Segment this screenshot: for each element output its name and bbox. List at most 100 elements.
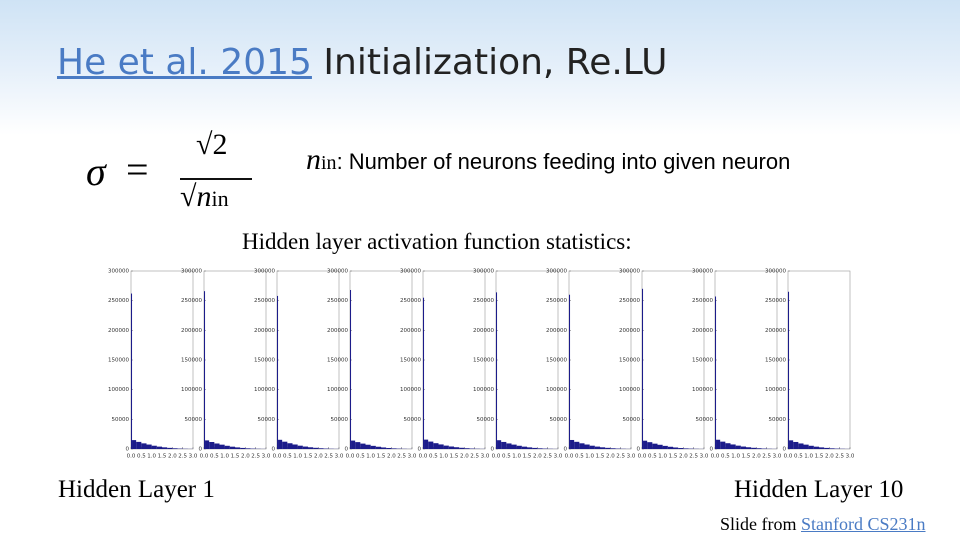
bar — [506, 443, 512, 449]
y-tick-label: 250000 — [619, 298, 640, 304]
bar — [370, 445, 376, 449]
x-tick-label: 3.0 — [262, 454, 271, 460]
plot-frame — [495, 270, 559, 450]
x-tick-label: 2.5 — [835, 454, 844, 460]
bar — [282, 441, 288, 449]
plot-frame — [787, 270, 851, 450]
bar — [610, 448, 616, 449]
bar — [589, 445, 595, 449]
x-tick-label: 1.5 — [450, 454, 459, 460]
bar — [287, 443, 293, 449]
bar — [240, 447, 246, 449]
y-tick-label: 250000 — [546, 298, 567, 304]
y-tick-label: 200000 — [473, 328, 494, 334]
x-tick-label: 0.0 — [638, 454, 647, 460]
y-tick-label: 0 — [637, 447, 641, 453]
y-tick-label: 0 — [710, 447, 714, 453]
x-tick-label: 1.0 — [220, 454, 229, 460]
x-tick-label: 0.0 — [346, 454, 355, 460]
x-tick-label: 2.0 — [533, 454, 542, 460]
bar — [423, 297, 425, 449]
y-tick-label: 0 — [272, 447, 276, 453]
y-tick-label: 300000 — [619, 269, 640, 275]
y-tick-label: 100000 — [181, 387, 202, 393]
last-label: Hidden Layer 10 — [734, 476, 904, 503]
credit-link[interactable]: Stanford CS231n — [801, 514, 926, 534]
x-tick-label: 0.5 — [283, 454, 292, 460]
y-tick-label: 300000 — [108, 269, 129, 275]
bar — [716, 439, 721, 449]
bar — [381, 447, 387, 449]
x-tick-label: 0.5 — [429, 454, 438, 460]
bar — [667, 446, 673, 449]
y-tick-label: 150000 — [546, 358, 567, 364]
y-tick-label: 50000 — [623, 417, 641, 423]
bar — [448, 446, 454, 449]
bar — [532, 447, 538, 449]
x-tick-label: 0.0 — [200, 454, 209, 460]
y-tick-label: 250000 — [254, 298, 275, 304]
bar — [673, 447, 679, 449]
y-tick-label: 250000 — [400, 298, 421, 304]
bar — [131, 293, 133, 449]
x-tick-label: 0.5 — [137, 454, 146, 460]
plot-frame — [568, 270, 632, 450]
bar — [360, 443, 366, 449]
y-tick-label: 0 — [491, 447, 495, 453]
x-tick-label: 1.0 — [439, 454, 448, 460]
y-tick-label: 50000 — [185, 417, 203, 423]
bar — [642, 288, 644, 449]
subtitle: Hidden layer activation function statist… — [242, 229, 632, 254]
bar — [496, 292, 498, 449]
y-tick-label: 250000 — [108, 298, 129, 304]
bar — [662, 445, 668, 449]
x-tick-label: 1.5 — [377, 454, 386, 460]
bar — [751, 447, 757, 449]
bar — [277, 295, 279, 449]
bar — [204, 291, 206, 449]
x-tick-label: 2.0 — [606, 454, 615, 460]
bar — [464, 448, 470, 449]
y-tick-label: 200000 — [108, 328, 129, 334]
x-tick-label: 2.0 — [679, 454, 688, 460]
y-tick-label: 0 — [418, 447, 422, 453]
y-tick-label: 150000 — [327, 358, 348, 364]
bar — [318, 448, 324, 449]
credit: Slide from Stanford CS231n — [720, 514, 926, 535]
y-tick-label: 300000 — [692, 269, 713, 275]
bar — [824, 447, 830, 449]
x-tick-label: 3.0 — [408, 454, 417, 460]
x-tick-label: 2.5 — [616, 454, 625, 460]
y-tick-label: 200000 — [181, 328, 202, 334]
bar — [428, 441, 434, 449]
bar — [459, 447, 465, 449]
bar — [386, 447, 392, 449]
bar — [313, 447, 319, 449]
bar — [683, 448, 689, 449]
x-tick-label: 1.0 — [512, 454, 521, 460]
x-tick-label: 1.5 — [596, 454, 605, 460]
y-tick-label: 100000 — [327, 387, 348, 393]
bar — [829, 448, 835, 449]
bar — [302, 446, 308, 449]
formula-denominator: √nin — [180, 180, 229, 214]
credit-text: Slide from — [720, 514, 797, 534]
x-tick-label: 0.0 — [565, 454, 574, 460]
y-tick-label: 50000 — [404, 417, 422, 423]
title-link[interactable]: He et al. 2015 — [57, 42, 312, 83]
bar — [278, 439, 283, 449]
y-tick-label: 150000 — [692, 358, 713, 364]
bar — [516, 445, 522, 449]
formula-numerator: √2 — [196, 128, 228, 161]
y-tick-label: 200000 — [619, 328, 640, 334]
y-tick-label: 100000 — [108, 387, 129, 393]
y-tick-label: 50000 — [258, 417, 276, 423]
bar — [569, 294, 571, 449]
root: √ — [180, 180, 197, 213]
y-tick-label: 200000 — [692, 328, 713, 334]
bar — [350, 289, 352, 449]
y-tick-label: 300000 — [327, 269, 348, 275]
bar — [219, 444, 225, 449]
x-tick-label: 1.0 — [585, 454, 594, 460]
bar — [224, 445, 230, 449]
